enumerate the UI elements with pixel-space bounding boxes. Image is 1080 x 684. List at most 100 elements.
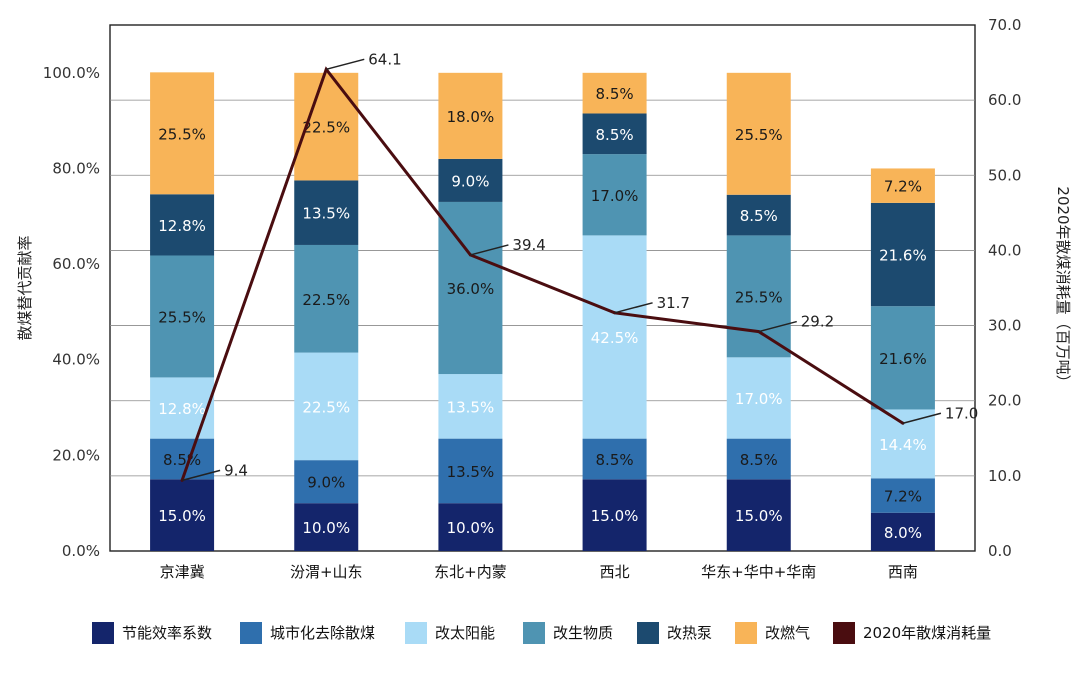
category-label: 西北	[600, 563, 630, 581]
bar-segment	[150, 377, 215, 439]
bar-segment	[726, 72, 791, 195]
bar-segment-label: 15.0%	[591, 507, 639, 525]
legend-label: 改燃气	[765, 624, 810, 642]
gridlines	[110, 99, 975, 477]
bar-segment-label: 21.6%	[879, 247, 927, 265]
y2-tick-label: 50.0	[988, 166, 1021, 184]
y-tick-label: 100.0%	[43, 64, 100, 82]
bar-segment	[870, 478, 935, 513]
bar-segment	[726, 479, 791, 551]
category-label: 京津冀	[160, 563, 205, 581]
line-label-leader	[181, 469, 221, 482]
y2-tick-label: 60.0	[988, 91, 1021, 109]
bar-segment	[150, 194, 215, 256]
y-tick-label: 60.0%	[52, 255, 100, 273]
bar-segment	[438, 158, 503, 202]
bar-segment-label: 14.4%	[879, 436, 927, 454]
legend-swatch	[735, 622, 757, 644]
bar-segment-label: 9.0%	[307, 474, 345, 492]
bar-segment	[582, 154, 647, 236]
bar-segment	[870, 306, 935, 410]
left-axis-ticks: 0.0% 20.0% 40.0% 60.0% 80.0% 100.0%	[43, 64, 100, 560]
line-value-label: 9.4	[224, 461, 248, 479]
bar-segment	[870, 168, 935, 203]
bar-segment-label: 8.5%	[163, 451, 201, 469]
bar-segment-label: 22.5%	[302, 398, 350, 416]
bar-segment	[582, 113, 647, 155]
bar-segment-label: 25.5%	[735, 126, 783, 144]
bar-segment	[438, 201, 503, 375]
legend-swatch	[240, 622, 262, 644]
bar-segment	[294, 503, 359, 551]
bar-segment-label: 8.5%	[740, 207, 778, 225]
bar-segment-label: 8.5%	[596, 126, 634, 144]
bar-segment-label: 8.5%	[596, 451, 634, 469]
y-tick-label: 0.0%	[62, 542, 100, 560]
category-labels: 京津冀 汾渭+山东 东北+内蒙 西北 华东+华中+华南 西南	[160, 563, 918, 581]
bar-segment	[726, 194, 791, 236]
bar-segment-label: 10.0%	[447, 519, 495, 537]
legend-label: 改太阳能	[435, 624, 495, 642]
bar-segment-label: 17.0%	[591, 187, 639, 205]
bar-segment-label: 12.8%	[158, 217, 206, 235]
category-label: 东北+内蒙	[434, 563, 507, 581]
bar-segment	[582, 235, 647, 439]
y2-tick-label: 70.0	[988, 16, 1021, 34]
bar-segment-label: 15.0%	[158, 507, 206, 525]
bar-segment-label: 22.5%	[302, 291, 350, 309]
bar-segment-label: 13.5%	[447, 463, 495, 481]
y2-tick-label: 0.0	[988, 542, 1012, 560]
category-label: 西南	[888, 563, 918, 581]
segment-labels: 15.0% 8.5% 12.8% 25.5% 12.8% 25.5% 10.0% 9.0% 22…	[158, 85, 926, 542]
bar-segment	[150, 479, 215, 551]
bar-segment	[582, 438, 647, 480]
bar-segment-label: 36.0%	[447, 280, 495, 298]
y-tick-label: 80.0%	[52, 159, 100, 177]
plot-frame	[109, 24, 976, 552]
bar-segment	[438, 374, 503, 439]
bar-segment-label: 8.0%	[884, 524, 922, 542]
line-value-label: 64.1	[368, 50, 401, 68]
legend-label: 改热泵	[667, 624, 712, 642]
y-tick-label: 40.0%	[52, 351, 100, 369]
bar-segment-label: 7.2%	[884, 178, 922, 196]
bar-segment-label: 25.5%	[735, 288, 783, 306]
bar-segment	[870, 202, 935, 307]
legend-label: 改生物质	[553, 624, 613, 642]
line-label-leader	[614, 302, 653, 314]
bar-segment-label: 12.8%	[158, 400, 206, 418]
bar-segment	[726, 235, 791, 358]
bar-segment	[150, 438, 215, 480]
bar-segment	[294, 244, 359, 353]
bar-segment	[294, 352, 359, 461]
line-value-label: 29.2	[801, 313, 834, 331]
legend-swatch	[92, 622, 114, 644]
line-value-label: 31.7	[657, 294, 690, 312]
bar-segment-label: 17.0%	[735, 390, 783, 408]
bar-segment	[150, 72, 215, 195]
bar-segment-label: 8.5%	[596, 85, 634, 103]
legend-swatch	[523, 622, 545, 644]
bar-segment-label: 10.0%	[302, 519, 350, 537]
bar-segment	[294, 180, 359, 245]
legend-swatch	[833, 622, 855, 644]
y2-tick-label: 40.0	[988, 241, 1021, 259]
bar-segment	[870, 512, 935, 551]
legend-label: 节能效率系数	[122, 624, 212, 642]
category-label: 华东+华中+华南	[701, 563, 816, 581]
bar-segment	[726, 357, 791, 439]
bar-segment-label: 8.5%	[740, 451, 778, 469]
right-axis-ticks: 0.0 10.0 20.0 30.0 40.0 50.0 60.0 70.0	[988, 16, 1021, 560]
line-value-label: 17.0	[945, 404, 978, 422]
y2-tick-label: 30.0	[988, 317, 1021, 335]
bar-segment	[438, 503, 503, 551]
bar-segment	[294, 460, 359, 504]
line-label-leader	[326, 58, 365, 71]
bar-segment-label: 13.5%	[447, 398, 495, 416]
bar-segment	[582, 72, 647, 114]
bar-segment	[438, 72, 503, 159]
bar-segment-label: 13.5%	[302, 205, 350, 223]
legend-swatch	[637, 622, 659, 644]
bar-segment	[150, 255, 215, 378]
